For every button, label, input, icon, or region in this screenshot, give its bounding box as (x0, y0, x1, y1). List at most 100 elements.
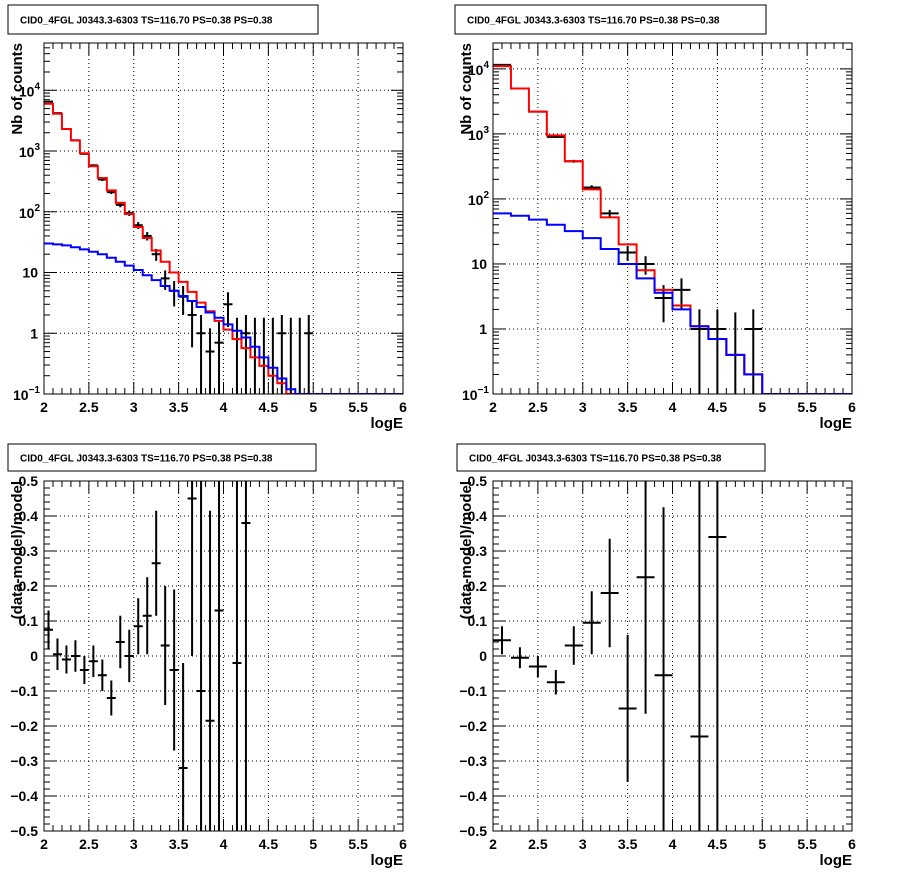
data-point (169, 589, 179, 751)
data-point (223, 292, 233, 327)
y-tick-label: 0.1 (468, 613, 488, 629)
data-point (70, 640, 80, 672)
data-point (52, 638, 62, 670)
data-point (214, 481, 224, 831)
data-point (600, 209, 619, 218)
plot-frame (43, 480, 404, 832)
data-point (196, 314, 206, 394)
y-tick-label: −0.3 (459, 753, 487, 769)
x-tick-label: 3 (579, 399, 587, 415)
data-point (744, 309, 763, 394)
data-point (133, 598, 143, 655)
data-point (654, 285, 673, 323)
data-point (690, 309, 709, 394)
x-tick-label: 5 (309, 836, 317, 852)
y-tick-label: −0.4 (459, 788, 487, 804)
data-point (205, 328, 215, 394)
y-tick-label: −0.1 (10, 683, 38, 699)
chart-panel-4: 2 2.5 3 3.5 4 4.5 5 5.5 6 −0.5 −0.4 −0.3 −0.2 −0.1 0 0.… (456, 443, 856, 869)
title-box (7, 443, 317, 472)
x-tick-label: 2.5 (528, 399, 548, 415)
data-point (205, 510, 215, 831)
x-tick-label: 4.5 (708, 836, 728, 852)
data-point (277, 314, 287, 394)
chart-panel-3: 2 2.5 3 3.5 4 4.5 5 5.5 6 −0.5 −0.4 −0.3 −0.2 −0.1 0 0.… (7, 443, 407, 869)
plot-area (493, 481, 727, 831)
y-axis-title: Nb of counts (9, 43, 26, 135)
x-tick-label: 6 (848, 399, 856, 415)
x-tick-label: 5 (309, 399, 317, 415)
y-tick-label: 1 (479, 321, 487, 337)
data-point (708, 481, 727, 831)
series-line-3 (44, 242, 403, 394)
x-tick-label: 4 (669, 836, 677, 852)
y-tick-label: 0.2 (468, 578, 488, 594)
chart-title: CID0_4FGL J0343.3-6303 TS=116.70 PS=0.38… (20, 16, 273, 27)
data-point (546, 670, 565, 695)
series-line-3 (493, 212, 852, 394)
chart-title: CID0_4FGL J0343.3-6303 TS=116.70 PS=0.38… (20, 454, 273, 465)
data-point (160, 586, 170, 705)
y-tick-label: 1 (30, 325, 38, 341)
x-axis-title: logE (820, 852, 853, 869)
data-point (151, 510, 161, 616)
data-point (61, 645, 71, 674)
x-tick-label: 4.5 (708, 399, 728, 415)
data-point (618, 635, 637, 782)
y-tick-label: −0.1 (459, 683, 487, 699)
y-tick-label: 104 (468, 60, 490, 78)
data-point (582, 591, 601, 655)
data-point (241, 314, 251, 394)
data-point (600, 538, 619, 648)
data-point (187, 481, 197, 656)
x-tick-label: 5.5 (797, 399, 817, 415)
plot-area (44, 481, 251, 831)
x-axis-title: logE (371, 415, 404, 432)
chart-panel-1: 2 2.5 3 3.5 4 4.5 5 5.5 6 10−1 1 10 102 103 104 logE Nb … (7, 4, 407, 432)
data-point (44, 610, 53, 649)
chart-title: CID0_4FGL J0343.3-6303 TS=116.70 PS=0.38… (467, 16, 720, 27)
title-box (7, 4, 319, 35)
data-point (636, 481, 655, 714)
x-tick-label: 3.5 (169, 399, 189, 415)
x-tick-label: 2 (40, 836, 48, 852)
data-point (97, 659, 107, 691)
y-tick-label: 0.1 (19, 613, 39, 629)
x-tick-label: 2 (489, 836, 497, 852)
x-tick-label: 5.5 (348, 399, 368, 415)
data-point (672, 278, 691, 310)
data-point (88, 645, 98, 677)
data-point (196, 481, 206, 831)
y-tick-label: 0.3 (19, 543, 39, 559)
data-point (169, 281, 179, 307)
x-tick-label: 2.5 (528, 836, 548, 852)
data-point (187, 300, 197, 348)
data-point (654, 507, 673, 831)
x-tick-label: 5 (758, 836, 766, 852)
x-tick-label: 3 (130, 836, 138, 852)
y-tick-label: 102 (468, 190, 490, 208)
x-tick-label: 2 (40, 399, 48, 415)
data-point (178, 663, 188, 831)
x-tick-label: 5 (758, 399, 766, 415)
x-tick-label: 2 (489, 399, 497, 415)
x-tick-label: 4 (220, 399, 228, 415)
title-box (456, 443, 766, 472)
data-point (493, 63, 511, 66)
data-point (636, 256, 655, 275)
plot-area (493, 63, 852, 394)
y-axis-title: (data-model)/model (9, 481, 26, 619)
x-tick-label: 5.5 (797, 836, 817, 852)
x-tick-label: 4 (669, 399, 677, 415)
y-tick-label: −0.2 (10, 718, 38, 734)
x-tick-label: 3.5 (618, 836, 638, 852)
data-point (142, 232, 152, 241)
title-box (454, 4, 767, 35)
data-point (241, 481, 251, 831)
data-point (528, 656, 547, 677)
data-point (510, 647, 529, 669)
data-point (79, 656, 89, 684)
y-tick-label: 0.2 (19, 578, 39, 594)
chart-panel-2: 2 2.5 3 3.5 4 4.5 5 5.5 6 10−1 1 10 102 103 104 logE Nb … (454, 4, 856, 432)
